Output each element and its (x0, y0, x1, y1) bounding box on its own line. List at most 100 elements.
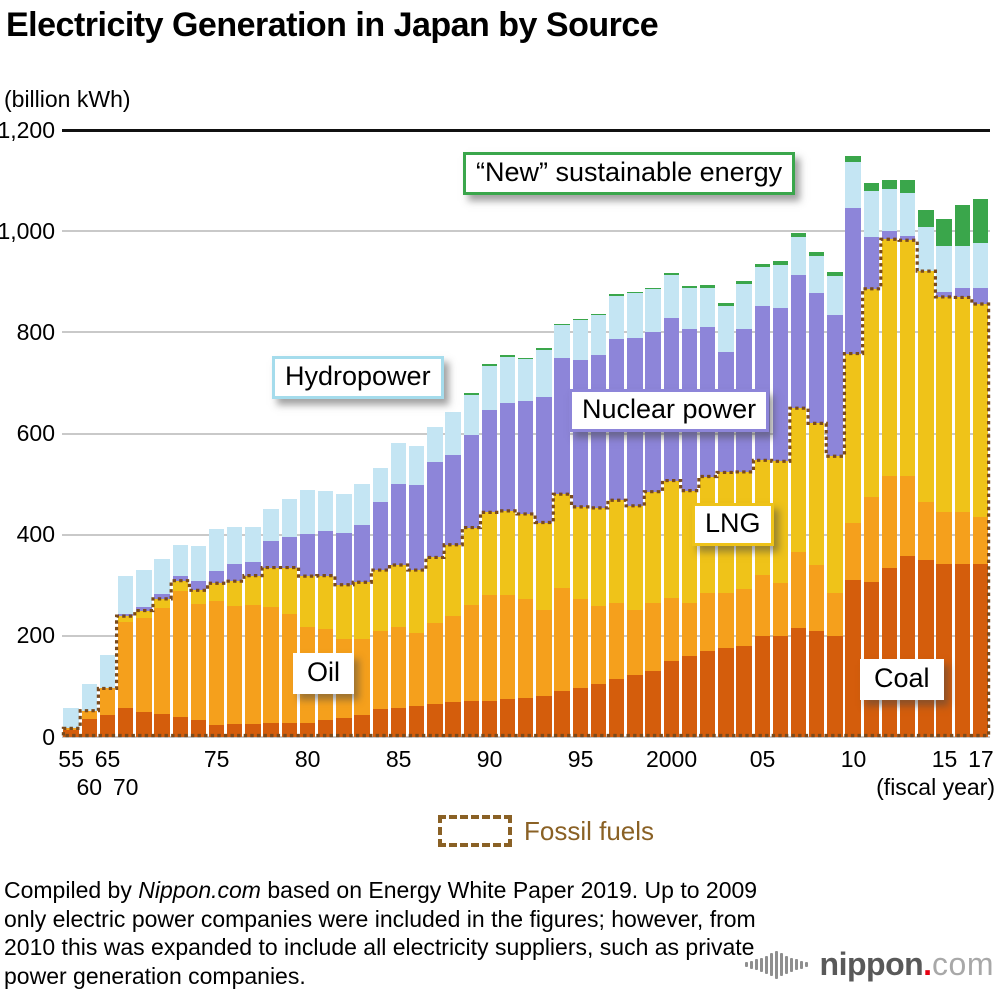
logo-red-dot: . (923, 946, 933, 982)
bar-1991 (499, 130, 517, 737)
segment-1987-nuclear-power (427, 462, 443, 558)
segment-1983-lng (354, 582, 370, 639)
segment-1991--new-sustainable-energy (499, 355, 516, 357)
segment-2014-hydropower (918, 227, 934, 272)
segment-1999-lng (645, 491, 661, 603)
segment-1997-oil (609, 602, 625, 679)
bar-1970 (117, 130, 135, 737)
segment-1981-coal (318, 719, 334, 737)
segment-2009-coal (827, 635, 843, 737)
gridline-1,000 (62, 230, 990, 233)
segment-1974-hydropower (190, 545, 207, 581)
segment-2010-lng (845, 353, 861, 523)
segment-1976-nuclear-power (227, 564, 243, 582)
segment-2009-hydropower (827, 276, 843, 315)
segment-1994-nuclear-power (554, 358, 570, 495)
segment-1994-coal (554, 691, 570, 737)
segment-1965-oil (99, 688, 116, 715)
segment-2015-lng (936, 296, 952, 512)
label-hydropower: Hydropower (272, 356, 444, 399)
segment-2004-oil (736, 589, 752, 646)
segment-2011-hydropower (863, 190, 880, 238)
x-tick-15: 15 (931, 746, 958, 772)
segment-2000-hydropower (663, 275, 679, 318)
segment-1984-oil (372, 630, 388, 710)
segment-1985-lng (390, 565, 407, 627)
segment-2014-lng (918, 271, 934, 502)
source-note-brand: Nippon.com (138, 877, 261, 903)
bar-1987 (426, 130, 444, 737)
segment-2016-coal (954, 563, 970, 737)
gridline-800 (62, 331, 990, 334)
segment-1975-lng (208, 583, 225, 601)
segment-2017-lng (972, 304, 989, 518)
segment-2005-oil (754, 575, 770, 636)
segment-1988-oil (445, 615, 461, 702)
x-tick-55: 55 (58, 746, 84, 772)
segment-1976-oil (227, 605, 243, 725)
gridline-1,200 (62, 128, 990, 132)
segment-1992--new-sustainable-energy (518, 357, 534, 360)
segment-2000-oil (663, 597, 679, 662)
segment-1971-coal (136, 711, 152, 737)
segment-1999--new-sustainable-energy (645, 287, 661, 290)
segment-1983-nuclear-power (354, 524, 370, 583)
segment-1996--new-sustainable-energy (590, 313, 607, 316)
segment-1986-nuclear-power (408, 485, 425, 571)
segment-1960-coal (81, 718, 97, 737)
segment-1987-coal (427, 704, 443, 737)
segment-1983-oil (354, 638, 370, 715)
bar-1975 (208, 130, 226, 737)
segment-1990-hydropower (481, 365, 498, 411)
x-tick-10: 10 (840, 746, 867, 772)
segment-2010-nuclear-power (845, 207, 861, 354)
segment-1993-hydropower (536, 349, 552, 397)
segment-1977-coal (245, 723, 261, 737)
bar-2010 (844, 130, 862, 737)
bar-1974 (189, 130, 207, 737)
bar-2015 (935, 130, 953, 737)
y-tick-0: 0 (42, 723, 55, 750)
segment-1978-hydropower (263, 509, 279, 541)
segment-2011--new-sustainable-energy (863, 183, 880, 191)
fossil-fuels-legend: Fossil fuels (438, 815, 654, 847)
segment-2005-coal (754, 635, 770, 737)
fossil-legend-label: Fossil fuels (524, 815, 655, 846)
segment-2004-hydropower (736, 283, 752, 330)
segment-1978-lng (263, 567, 279, 608)
segment-2006-hydropower (772, 264, 789, 309)
segment-2017--new-sustainable-energy (972, 199, 989, 243)
y-tick-600: 600 (16, 420, 55, 446)
segment-2008--new-sustainable-energy (809, 251, 825, 256)
segment-1971-nuclear-power (136, 606, 152, 611)
segment-1980-coal (299, 722, 316, 737)
y-axis-unit-label: (billion kWh) (4, 86, 131, 112)
bar-1992 (517, 130, 535, 737)
segment-2000-coal (663, 661, 679, 737)
segment-1981-hydropower (318, 490, 334, 532)
segment-1990-nuclear-power (481, 410, 498, 513)
segment-2003--new-sustainable-energy (718, 303, 734, 306)
segment-1989-coal (463, 700, 479, 737)
segment-1986-coal (408, 705, 425, 737)
segment-1976-coal (227, 724, 243, 737)
segment-2007-oil (790, 552, 807, 629)
fossil-outline-path (61, 237, 991, 738)
x-tick-05: 05 (749, 746, 776, 772)
bar-1981 (317, 130, 335, 737)
segment-2016-hydropower (954, 245, 970, 289)
segment-1955-hydropower (63, 708, 79, 729)
segment-1977-hydropower (245, 527, 261, 562)
bar-2006 (771, 130, 789, 737)
segment-2012-hydropower (881, 188, 898, 232)
segment-1977-oil (245, 605, 261, 724)
segment-1991-coal (499, 699, 516, 737)
segment-1975-hydropower (208, 528, 225, 571)
segment-1991-hydropower (499, 356, 516, 404)
segment-2007-coal (790, 628, 807, 737)
segment-1996-lng (590, 507, 607, 606)
segment-2003-oil (718, 592, 734, 649)
segment-2004-coal (736, 645, 752, 737)
segment-1985-nuclear-power (390, 484, 407, 566)
fossil-fuels-outline (61, 237, 991, 738)
